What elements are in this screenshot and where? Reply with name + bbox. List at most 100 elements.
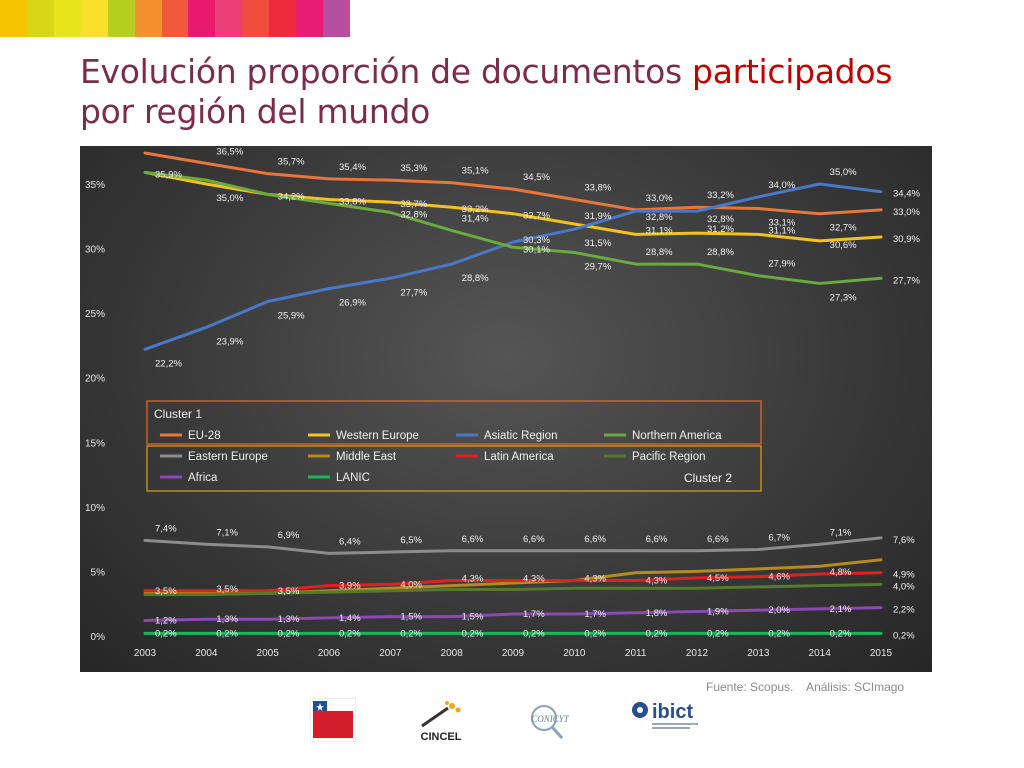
data-label: 34,2% bbox=[278, 191, 305, 202]
y-tick-label: 30% bbox=[85, 245, 105, 256]
y-tick-label: 25% bbox=[85, 309, 105, 320]
data-label: 0,2% bbox=[462, 628, 484, 639]
x-tick-label: 2007 bbox=[379, 648, 402, 659]
data-label: 27,3% bbox=[830, 292, 857, 303]
data-label: 23,9% bbox=[216, 336, 243, 347]
data-label: 1,9% bbox=[707, 606, 729, 617]
data-label: 7,1% bbox=[216, 527, 238, 538]
data-label: 0,2% bbox=[707, 628, 729, 639]
data-label: 4,0% bbox=[893, 581, 915, 592]
data-label: 33,7% bbox=[400, 199, 427, 210]
x-tick-label: 2009 bbox=[502, 648, 525, 659]
data-label: 27,9% bbox=[768, 259, 795, 270]
x-tick-label: 2010 bbox=[563, 648, 586, 659]
data-label: 3,5% bbox=[278, 586, 300, 597]
legend-label: Pacific Region bbox=[632, 451, 706, 463]
y-tick-label: 5% bbox=[91, 567, 106, 578]
data-label: 1,2% bbox=[155, 616, 177, 627]
legend-label: Africa bbox=[188, 472, 218, 484]
data-label: 35,4% bbox=[339, 162, 366, 173]
data-label: 35,0% bbox=[216, 193, 243, 204]
title-part-2: por región del mundo bbox=[80, 92, 431, 131]
x-tick-label: 2008 bbox=[441, 648, 464, 659]
data-label: 0,2% bbox=[339, 628, 361, 639]
line-chart: 0% 5% 10% 15% 20% 25% 30% 35% 2003 2004 2005 2006 20… bbox=[80, 146, 932, 672]
data-label: 31,5% bbox=[584, 238, 611, 249]
legend-cluster-2-box bbox=[146, 445, 762, 492]
legend-cluster-1-title: Cluster 1 bbox=[154, 407, 202, 421]
data-label: 1,5% bbox=[462, 612, 484, 623]
data-label: 32,7% bbox=[523, 211, 550, 222]
data-label: 0,2% bbox=[584, 628, 606, 639]
data-label: 2,0% bbox=[768, 605, 790, 616]
data-label: 6,6% bbox=[646, 534, 668, 545]
data-label: 0,2% bbox=[523, 628, 545, 639]
data-label: 32,8% bbox=[400, 209, 427, 220]
data-label: 6,7% bbox=[768, 532, 790, 543]
data-label: 7,6% bbox=[893, 535, 915, 546]
logo-bar: CINCEL CONICYT ibict bbox=[300, 698, 740, 748]
data-label: 37,4% bbox=[155, 146, 182, 147]
series-line-eu-28 bbox=[143, 151, 883, 216]
data-label: 33,2% bbox=[707, 190, 734, 201]
data-label: 4,3% bbox=[462, 573, 484, 584]
data-label: 31,2% bbox=[707, 224, 734, 235]
legend-label: Latin America bbox=[484, 451, 554, 463]
data-label: 35,3% bbox=[400, 163, 427, 174]
data-label: 30,9% bbox=[893, 234, 920, 245]
data-label: 30,6% bbox=[830, 240, 857, 251]
y-tick-label: 20% bbox=[85, 374, 105, 385]
data-label: 31,1% bbox=[768, 225, 795, 236]
x-tick-label: 2011 bbox=[625, 648, 647, 659]
data-label: 0,2% bbox=[155, 628, 177, 639]
data-label: 1,3% bbox=[278, 614, 300, 625]
ibict-logo-text: ibict bbox=[652, 701, 693, 723]
government-of-chile-logo bbox=[310, 698, 356, 742]
data-label: 33,0% bbox=[893, 207, 920, 218]
title-part-1: Evolución proporción de documentos bbox=[80, 52, 693, 91]
data-label: 6,6% bbox=[523, 534, 545, 545]
cincel-logo-text: CINCEL bbox=[421, 731, 462, 743]
data-label: 2,2% bbox=[893, 605, 915, 616]
conicyt-logo: CONICYT bbox=[531, 705, 570, 740]
data-label: 0,2% bbox=[400, 628, 422, 639]
data-label: 32,7% bbox=[830, 223, 857, 234]
series-line-pacific-region bbox=[143, 582, 883, 597]
stripe-segment bbox=[242, 0, 270, 37]
data-label: 1,4% bbox=[339, 613, 361, 624]
data-label: 1,5% bbox=[400, 612, 422, 623]
data-label: 27,7% bbox=[400, 287, 427, 298]
x-tick-label: 2013 bbox=[747, 648, 770, 659]
data-label: 31,1% bbox=[646, 225, 673, 236]
x-tick-label: 2006 bbox=[318, 648, 341, 659]
x-tick-label: 2005 bbox=[257, 648, 280, 659]
series-line-northern-america bbox=[143, 170, 883, 285]
data-label: 3,5% bbox=[216, 584, 238, 595]
data-label: 6,6% bbox=[462, 534, 484, 545]
data-label: 6,6% bbox=[707, 534, 729, 545]
chart-svg: 0% 5% 10% 15% 20% 25% 30% 35% 2003 2004 2005 2006 20… bbox=[85, 146, 921, 659]
data-label: 26,9% bbox=[339, 298, 366, 309]
legend-label: Western Europe bbox=[336, 430, 419, 442]
data-label: 33,2% bbox=[462, 204, 489, 215]
stripe-segment bbox=[107, 0, 135, 37]
data-label: 32,8% bbox=[707, 214, 734, 225]
data-label: 35,1% bbox=[462, 166, 489, 177]
y-tick-label: 0% bbox=[91, 632, 106, 643]
data-label: 6,6% bbox=[584, 534, 606, 545]
stripe-segment bbox=[269, 0, 297, 37]
stripe-segment bbox=[215, 0, 243, 37]
decorative-color-stripe bbox=[0, 0, 350, 37]
y-tick-label: 10% bbox=[85, 503, 105, 514]
legend-label: Asiatic Region bbox=[484, 430, 558, 442]
x-tick-label: 2012 bbox=[686, 648, 709, 659]
series-line-asiatic-region bbox=[143, 182, 883, 351]
stripe-segment bbox=[80, 0, 108, 37]
data-label: 35,0% bbox=[830, 167, 857, 178]
data-label: 30,1% bbox=[523, 244, 550, 255]
stripe-segment bbox=[0, 0, 27, 37]
data-label: 27,7% bbox=[893, 275, 920, 286]
data-label: 0,2% bbox=[216, 628, 238, 639]
page-title: Evolución proporción de documentos parti… bbox=[80, 52, 892, 132]
cincel-logo: CINCEL bbox=[421, 701, 462, 743]
